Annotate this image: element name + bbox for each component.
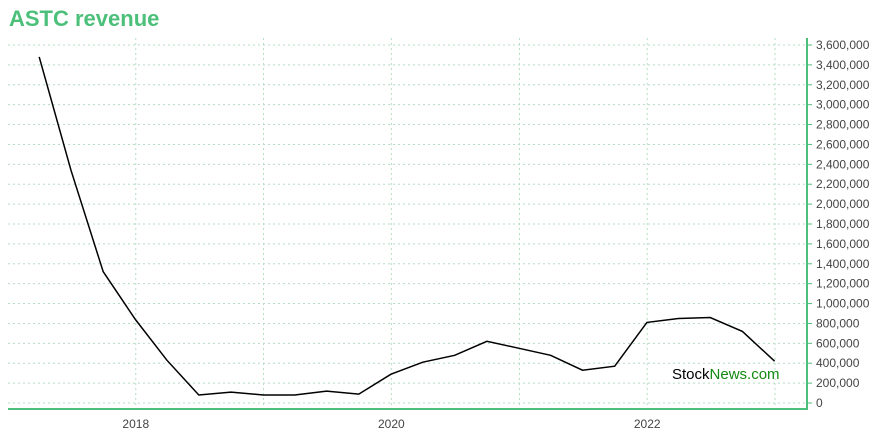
y-tick-label: 400,000 bbox=[816, 356, 860, 370]
y-tick-label: 3,000,000 bbox=[816, 98, 870, 112]
y-tick-label: 1,200,000 bbox=[816, 277, 870, 291]
y-tick-label: 2,000,000 bbox=[816, 197, 870, 211]
chart-title: ASTC revenue bbox=[9, 6, 160, 31]
revenue-line bbox=[38, 56, 776, 396]
y-tick-label: 2,400,000 bbox=[816, 157, 870, 171]
y-tick-label: 3,400,000 bbox=[816, 58, 870, 72]
y-tick-label: 1,000,000 bbox=[816, 297, 870, 311]
x-tick-label: 2022 bbox=[634, 417, 661, 431]
x-axis-ticks: 2018 2020 2022 bbox=[122, 417, 660, 431]
x-tick-label: 2020 bbox=[378, 417, 405, 431]
y-tick-label: 200,000 bbox=[816, 376, 860, 390]
y-tick-label: 800,000 bbox=[816, 316, 860, 330]
x-tick-label: 2018 bbox=[122, 417, 149, 431]
y-tick-label: 0 bbox=[816, 396, 823, 410]
y-tick-label: 600,000 bbox=[816, 336, 860, 350]
y-tick-label: 1,400,000 bbox=[816, 257, 870, 271]
watermark-stock: Stock bbox=[672, 366, 710, 383]
watermark-news: News.com bbox=[710, 366, 780, 383]
y-tick-label: 1,600,000 bbox=[816, 237, 870, 251]
y-tick-label: 1,800,000 bbox=[816, 217, 870, 231]
y-tick-label: 2,200,000 bbox=[816, 177, 870, 191]
y-tick-label: 3,600,000 bbox=[816, 38, 870, 52]
y-tick-label: 2,600,000 bbox=[816, 137, 870, 151]
y-axis-ticks: 0 200,000 400,000 600,000 800,000 1,000,000 1,… bbox=[807, 38, 870, 410]
horizontal-grid bbox=[8, 44, 807, 404]
y-tick-label: 3,200,000 bbox=[816, 78, 870, 92]
watermark: StockNews.com bbox=[672, 366, 780, 383]
y-tick-label: 2,800,000 bbox=[816, 118, 870, 132]
